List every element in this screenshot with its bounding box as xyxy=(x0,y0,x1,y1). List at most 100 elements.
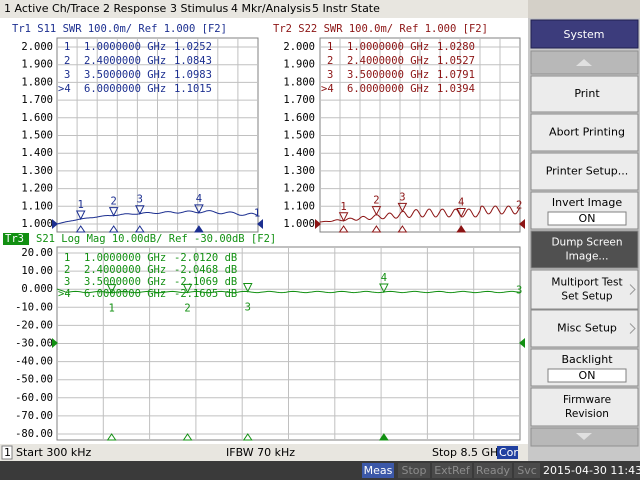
softkey-button[interactable] xyxy=(530,113,639,152)
softkey-label: Backlight xyxy=(561,353,613,366)
axis-marker xyxy=(182,433,193,441)
menu-item[interactable]: 3 Stimulus xyxy=(170,2,229,15)
y-tick-label: 2.000 xyxy=(21,41,53,53)
menu-item[interactable]: 5 Instr State xyxy=(312,2,380,15)
y-tick-label: 1.300 xyxy=(21,165,53,177)
y-tick-label: 1.100 xyxy=(283,200,315,212)
marker-tag: 1 xyxy=(78,199,84,211)
y-tick-label: -70.00 xyxy=(15,410,53,422)
menu-item[interactable]: 2 Response xyxy=(103,2,167,15)
marker-tag: 2 xyxy=(373,195,379,207)
start-freq: Start 300 kHz xyxy=(16,446,92,459)
footer-item: Stop xyxy=(401,464,426,477)
marker-readout: 3 xyxy=(64,69,70,81)
marker-triangle xyxy=(106,284,117,294)
marker-readout: 1.1015 xyxy=(174,83,212,95)
trace-badge-box xyxy=(3,233,29,245)
marker-readout: 1.0000000 GHz xyxy=(84,41,166,53)
softkey-button[interactable] xyxy=(530,230,639,269)
softkey-state: ON xyxy=(579,212,596,225)
softkey-label: Misc Setup xyxy=(557,322,617,335)
marker-triangle xyxy=(108,207,119,217)
trace-line xyxy=(56,210,259,225)
channel-box xyxy=(1,445,13,460)
axis-marker xyxy=(134,225,145,233)
marker-readout: 6.0000000 GHz xyxy=(347,83,429,95)
trace-header: Tr2 S22 SWR 100.0m/ Ref 1.000 [F2] xyxy=(273,23,488,35)
menu-item[interactable]: 1 Active Ch/Trace xyxy=(4,2,100,15)
y-tick-label: -80.00 xyxy=(15,428,53,440)
axis-marker xyxy=(338,225,349,233)
y-tick-label: 1.900 xyxy=(21,59,53,71)
channel-number: 1 xyxy=(4,446,11,459)
softkey-state-box xyxy=(547,211,627,226)
trace-line xyxy=(319,205,521,223)
menu-item[interactable]: 4 Mkr/Analysis xyxy=(231,2,311,15)
marker-readout: >4 xyxy=(58,288,71,300)
axis-marker xyxy=(371,225,382,233)
marker-readout: 3.5000000 GHz xyxy=(347,69,429,81)
trace-header: S21 Log Mag 10.00dB/ Ref -30.00dB [F2] xyxy=(36,233,276,245)
marker-readout: 6.0000000 GHz xyxy=(84,288,166,300)
softkey-button[interactable] xyxy=(530,387,639,427)
footer-item: Meas xyxy=(364,464,393,477)
softkey-title-box xyxy=(530,19,639,49)
marker-triangle xyxy=(182,283,193,294)
softkey-state: ON xyxy=(579,369,596,382)
marker-readout: 2 xyxy=(64,264,70,276)
marker-triangle xyxy=(397,202,408,213)
marker-triangle xyxy=(242,283,253,293)
footer-cell xyxy=(362,463,394,478)
marker-triangle xyxy=(338,212,349,222)
marker-readout: >4 xyxy=(58,83,71,95)
marker-readout: 2.4000000 GHz xyxy=(84,55,166,67)
footer-item: Ready xyxy=(476,464,511,477)
y-tick-label: 0.000 xyxy=(21,283,53,295)
marker-readout: 1 xyxy=(327,41,333,53)
marker-readout: -2.0120 dB xyxy=(174,252,237,264)
footer-cell xyxy=(474,463,512,478)
ref-indicator xyxy=(519,338,525,348)
status-bar xyxy=(0,444,528,461)
softkey-button[interactable] xyxy=(530,309,639,348)
marker-triangle xyxy=(456,208,467,218)
softkey-state-box xyxy=(547,368,627,383)
datetime: 2015-04-30 11:43 xyxy=(543,464,640,477)
axis-marker xyxy=(75,225,86,233)
marker-readout: 1.0000000 GHz xyxy=(84,252,166,264)
y-tick-label: 1.600 xyxy=(21,112,53,124)
y-tick-label: 1.500 xyxy=(21,130,53,142)
axis-marker xyxy=(456,225,467,233)
marker-triangle xyxy=(135,205,145,215)
marker-readout: 1.0527 xyxy=(437,55,475,67)
y-tick-label: -60.00 xyxy=(15,392,53,404)
marker-readout: 1.0983 xyxy=(174,69,212,81)
scroll-up-arrow xyxy=(576,59,592,66)
ifbw: IFBW 70 kHz xyxy=(226,446,295,459)
marker-readout: 6.0000000 GHz xyxy=(84,83,166,95)
trace-header: Tr1 S11 SWR 100.0m/ Ref 1.000 [F2] xyxy=(12,23,227,35)
trace-number: 2 xyxy=(516,199,522,211)
ref-indicator xyxy=(315,219,321,229)
marker-triangle xyxy=(194,204,204,214)
ref-indicator xyxy=(257,219,263,229)
marker-tag: 1 xyxy=(108,303,114,315)
marker-tag: 4 xyxy=(458,197,464,209)
ref-indicator xyxy=(52,338,58,348)
softkey-label: Multiport Test Set Setup xyxy=(551,277,622,303)
cor: Cor xyxy=(499,446,518,459)
marker-tag: 2 xyxy=(184,302,190,314)
y-tick-label: 20.00 xyxy=(21,247,53,259)
softkey-button[interactable] xyxy=(530,75,639,113)
axis-marker xyxy=(106,433,117,441)
y-tick-label: 1.000 xyxy=(21,218,53,230)
submenu-arrow xyxy=(629,323,636,334)
marker-readout: 2.4000000 GHz xyxy=(84,264,166,276)
axis-marker xyxy=(108,225,119,233)
trace-badge: Tr3 xyxy=(5,233,24,245)
marker-readout: -2.1605 dB xyxy=(174,288,237,300)
softkey-button[interactable] xyxy=(530,269,639,310)
footer-cell xyxy=(432,463,472,478)
trace-line xyxy=(56,288,521,294)
softkey-button[interactable] xyxy=(530,152,639,191)
